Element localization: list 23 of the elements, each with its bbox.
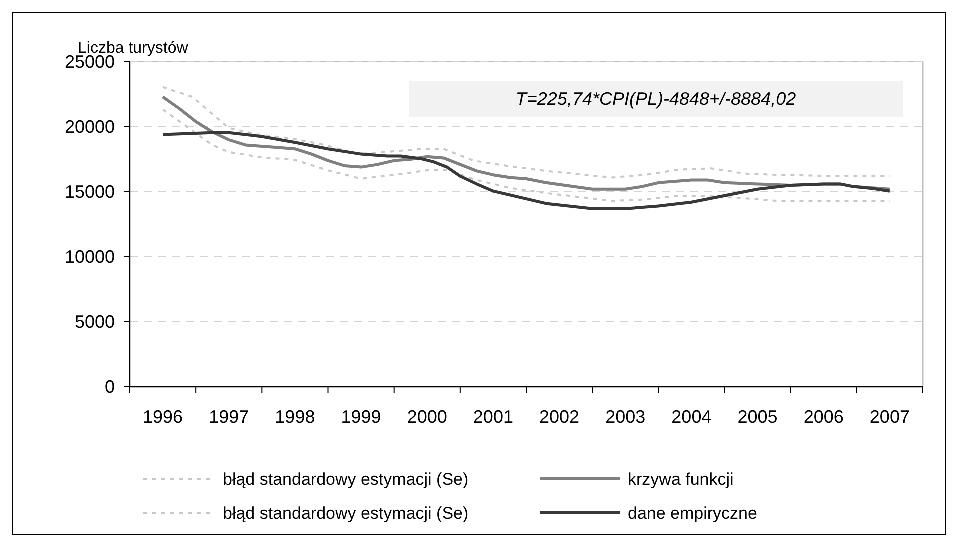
y-tick-label: 15000 [64,182,115,202]
x-tick-label: 1999 [341,407,382,427]
legend-label: dane empiryczne [628,504,758,522]
x-tick-label: 2002 [540,407,580,427]
legend-label: błąd standardowy estymacji (Se) [223,470,469,488]
x-tick-label: 1997 [209,407,250,427]
y-tick-label: 0 [104,377,115,397]
x-tick-label: 2006 [804,407,844,427]
x-tick-label: 2005 [738,407,778,427]
x-tick-label: 1998 [275,407,316,427]
x-tick-label: 2000 [407,407,448,427]
y-tick-label: 10000 [64,247,115,267]
annotation: T=225,74*CPI(PL)-4848+/-8884,02 [516,89,796,109]
x-tick-label: 2001 [473,407,514,427]
y-tick-label: 20000 [64,117,115,137]
x-tick-label: 2004 [672,407,712,427]
x-tick-label: 2007 [870,407,910,427]
line-series [162,131,892,210]
y-tick-label: 5000 [74,312,115,332]
x-tick-label: 2003 [606,407,646,427]
legend-label: błąd standardowy estymacji (Se) [223,504,469,522]
legend-label: krzywa funkcji [628,470,734,488]
x-tick-label: 1996 [143,407,184,427]
